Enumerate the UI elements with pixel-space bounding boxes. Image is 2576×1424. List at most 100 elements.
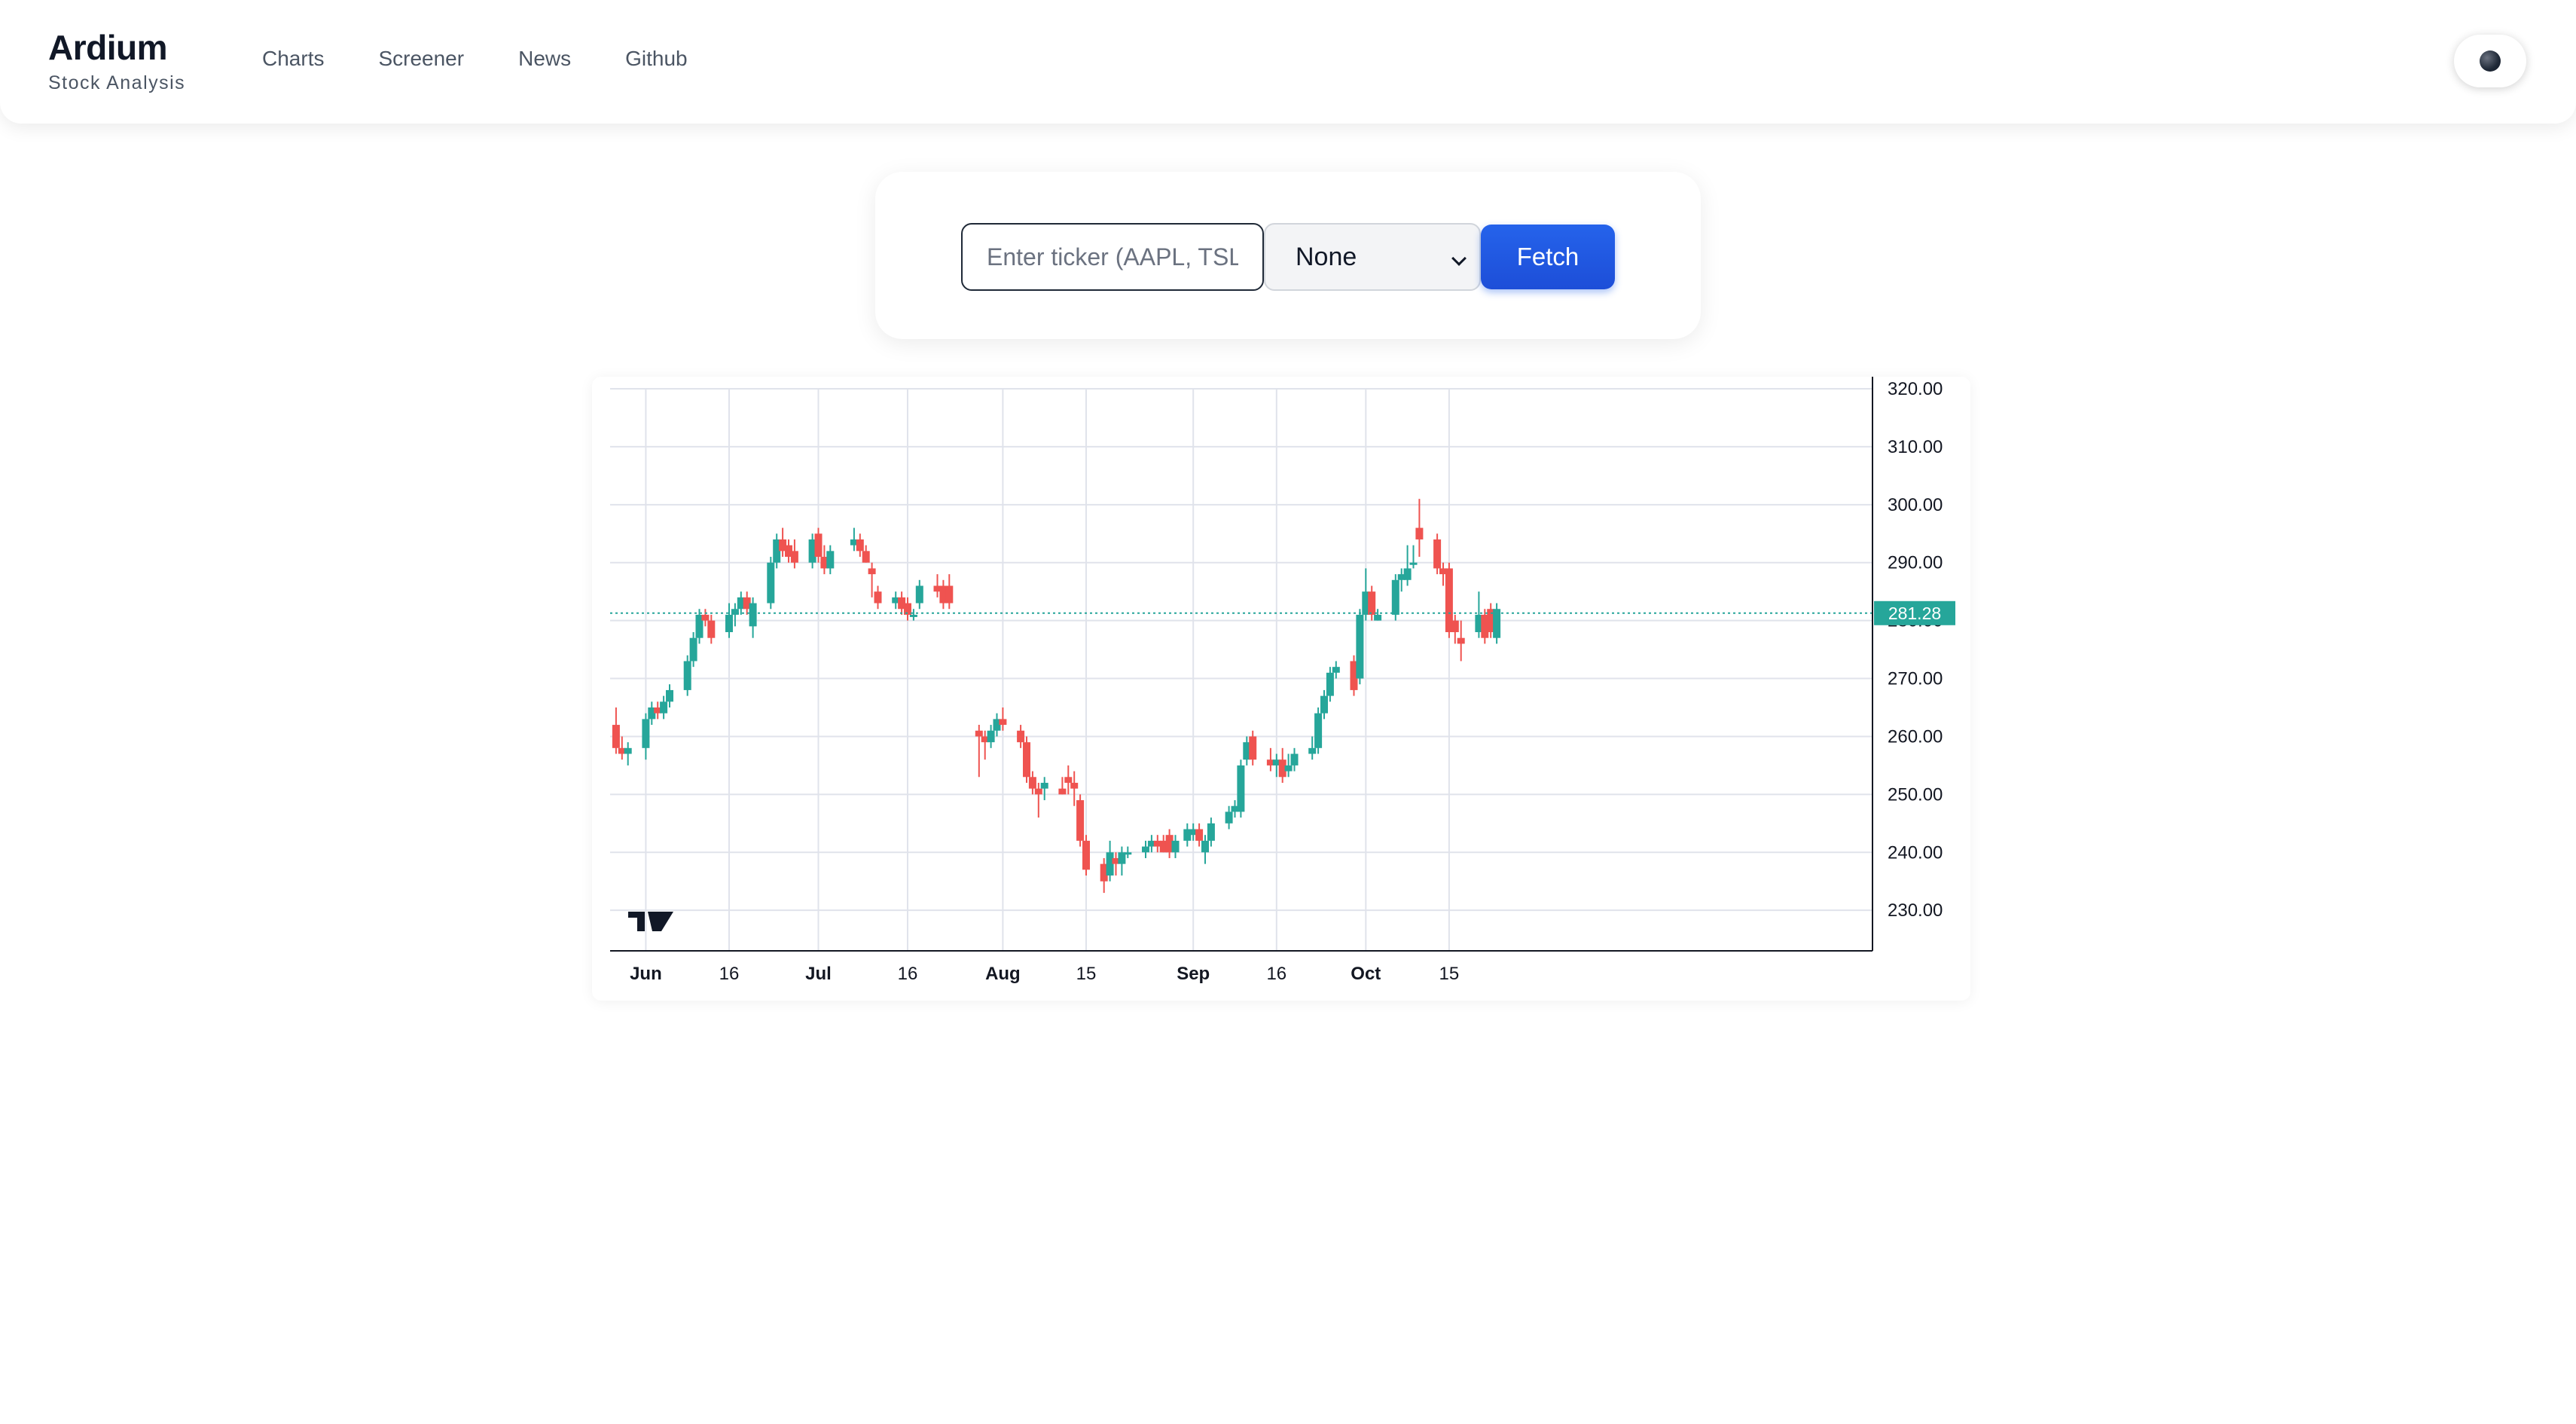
candle-body: [1034, 788, 1042, 795]
candle: [892, 591, 900, 610]
price-chart[interactable]: 230.00240.00250.00260.00270.00280.00290.…: [592, 377, 1970, 1001]
candle: [1374, 609, 1382, 621]
candle-body: [850, 539, 858, 545]
candle-body: [904, 603, 911, 615]
candle-body: [1017, 730, 1025, 743]
x-tick-label: Sep: [1177, 964, 1210, 984]
candle: [1195, 823, 1204, 847]
x-tick-label: Jul: [805, 964, 832, 984]
candle-body: [1368, 591, 1376, 615]
candle-body: [689, 637, 697, 662]
candle: [725, 603, 733, 638]
candle: [1159, 835, 1167, 853]
candle-body: [1272, 759, 1280, 765]
candle: [933, 574, 942, 597]
candle: [999, 707, 1007, 731]
candle-body: [862, 551, 870, 563]
candle: [1070, 771, 1079, 806]
candle: [850, 527, 858, 552]
candle-body: [1266, 759, 1274, 765]
candle-body: [1207, 823, 1215, 841]
candle-body: [773, 539, 781, 563]
y-tick-label: 270.00: [1888, 669, 1943, 689]
candle-body: [1076, 800, 1085, 841]
candle-body: [1142, 846, 1149, 853]
candle: [1034, 782, 1042, 818]
candle-body: [779, 539, 787, 552]
candle-body: [874, 591, 882, 604]
y-tick-label: 230.00: [1888, 900, 1943, 921]
ticker-input[interactable]: [961, 223, 1264, 291]
chevron-down-icon: [1451, 251, 1467, 266]
nav-link-screener[interactable]: Screener: [378, 47, 465, 70]
candle-body: [1243, 742, 1251, 760]
x-tick-label: Jun: [630, 964, 662, 984]
brand-title[interactable]: Ardium: [48, 28, 168, 67]
candle: [1493, 603, 1501, 644]
candle: [1249, 730, 1257, 765]
candle: [731, 603, 739, 627]
nav-link-news[interactable]: News: [518, 47, 572, 70]
candle: [975, 725, 983, 778]
candle-body: [1433, 539, 1442, 569]
grid-layer: [610, 388, 1872, 951]
candle: [642, 713, 650, 760]
candle-body: [1195, 829, 1204, 841]
candle: [1189, 823, 1198, 841]
candle: [1231, 800, 1239, 818]
candle-body: [1278, 759, 1286, 778]
candle: [1457, 620, 1465, 662]
candle: [707, 614, 716, 644]
candle: [808, 533, 816, 569]
top-navbar: Ardium Stock Analysis Charts Screener Ne…: [0, 0, 2576, 124]
candle-body: [1487, 609, 1495, 633]
candle-body: [695, 614, 704, 638]
fetch-button[interactable]: Fetch: [1481, 225, 1615, 289]
candle: [666, 684, 673, 707]
candle: [618, 736, 626, 760]
chart-logo[interactable]: [628, 912, 673, 931]
nav-link-github[interactable]: Github: [625, 47, 688, 70]
candle: [939, 579, 948, 610]
candle-body: [707, 620, 716, 638]
candle: [1433, 533, 1442, 575]
candlestick-chart[interactable]: 230.00240.00250.00260.00270.00280.00290.…: [592, 377, 1970, 1001]
nav-link-charts[interactable]: Charts: [262, 47, 325, 70]
candle: [767, 557, 775, 610]
candle: [1451, 614, 1459, 644]
candle-body: [1451, 620, 1459, 633]
candle-body: [1249, 736, 1257, 760]
candle-body: [814, 533, 823, 558]
candle: [826, 545, 835, 575]
candle: [1207, 817, 1215, 847]
candle: [612, 707, 620, 754]
candle: [689, 632, 697, 668]
candle-body: [1106, 852, 1114, 876]
candle-body: [767, 562, 775, 604]
candle: [1201, 835, 1209, 864]
candle-body: [1028, 777, 1036, 789]
candle: [868, 562, 876, 597]
candle: [915, 579, 923, 610]
y-tick-label: 290.00: [1888, 553, 1943, 573]
candle-body: [915, 585, 923, 604]
candle: [1272, 753, 1280, 778]
candle-body: [820, 557, 829, 569]
candle-body: [731, 609, 739, 615]
candle: [1076, 794, 1085, 847]
x-tick-label: 16: [898, 964, 918, 984]
candle: [1415, 499, 1424, 558]
candle: [648, 701, 656, 726]
candle: [856, 533, 864, 558]
brand[interactable]: Ardium Stock Analysis: [48, 27, 185, 94]
interval-select[interactable]: None: [1264, 223, 1481, 291]
candle-body: [1237, 765, 1245, 812]
candle-body: [642, 719, 650, 748]
candle: [945, 574, 954, 610]
candle: [1040, 777, 1048, 801]
theme-toggle-button[interactable]: [2454, 35, 2526, 87]
candle-body: [999, 719, 1007, 726]
x-tick-label: Aug: [985, 964, 1021, 984]
candle: [1445, 562, 1453, 638]
candle-body: [1326, 672, 1334, 696]
